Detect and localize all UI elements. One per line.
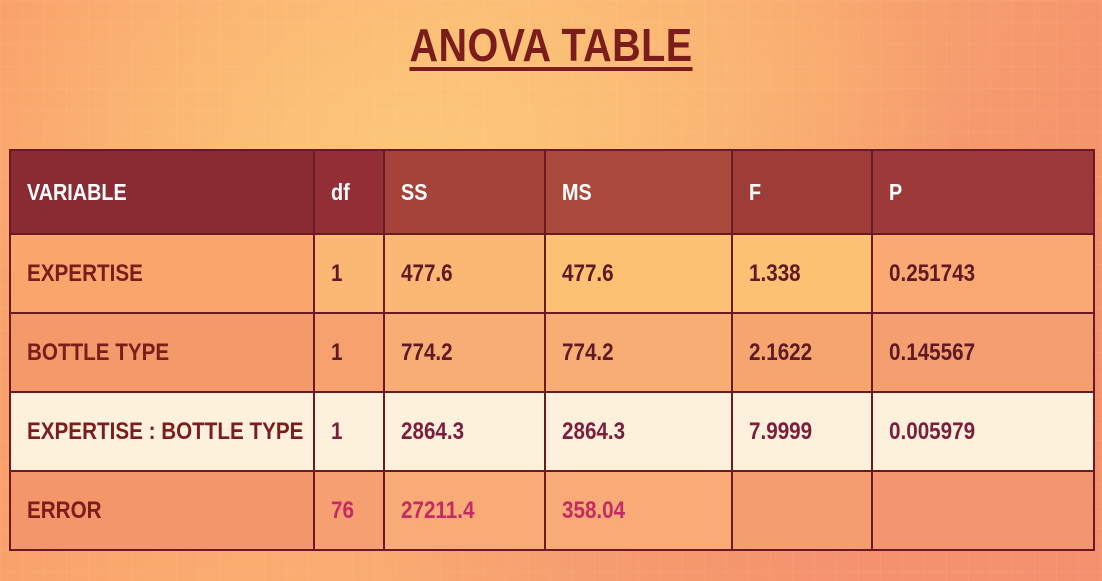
cell-f: 7.9999	[731, 391, 873, 472]
cell-df: 76	[313, 470, 385, 551]
cell-ms: 2864.3	[544, 391, 733, 472]
cell-f: 1.338	[731, 233, 873, 314]
cell-variable: BOTTLE TYPE	[9, 312, 315, 393]
cell-df: 1	[313, 312, 385, 393]
cell-variable: ERROR	[9, 470, 315, 551]
cell-ss: 774.2	[383, 312, 546, 393]
header-variable: VARIABLE	[9, 149, 315, 235]
header-row: VARIABLE df SS MS F P	[9, 149, 1095, 235]
table-row: ERROR 76 27211.4 358.04	[9, 470, 1095, 551]
header-ms: MS	[544, 149, 733, 235]
cell-f	[731, 470, 873, 551]
cell-ms: 477.6	[544, 233, 733, 314]
anova-table: VARIABLE df SS MS F P EXPERTISE 1 477.6 …	[9, 149, 1095, 551]
cell-ss: 477.6	[383, 233, 546, 314]
page-title-text: ANOVA TABLE	[409, 19, 693, 71]
page-title: ANOVA TABLE	[77, 18, 1025, 72]
cell-p: 0.145567	[871, 312, 1095, 393]
header-ss: SS	[383, 149, 546, 235]
cell-ms: 358.04	[544, 470, 733, 551]
cell-variable: EXPERTISE	[9, 233, 315, 314]
header-p: P	[871, 149, 1095, 235]
cell-ss: 2864.3	[383, 391, 546, 472]
cell-p: 0.251743	[871, 233, 1095, 314]
cell-df: 1	[313, 391, 385, 472]
cell-variable: EXPERTISE : BOTTLE TYPE	[9, 391, 315, 472]
cell-f: 2.1622	[731, 312, 873, 393]
cell-df: 1	[313, 233, 385, 314]
cell-p	[871, 470, 1095, 551]
cell-ss: 27211.4	[383, 470, 546, 551]
table-row: EXPERTISE 1 477.6 477.6 1.338 0.251743	[9, 233, 1095, 314]
cell-p: 0.005979	[871, 391, 1095, 472]
table-row-highlighted: EXPERTISE : BOTTLE TYPE 1 2864.3 2864.3 …	[9, 391, 1095, 472]
cell-ms: 774.2	[544, 312, 733, 393]
header-df: df	[313, 149, 385, 235]
header-f: F	[731, 149, 873, 235]
table-row: BOTTLE TYPE 1 774.2 774.2 2.1622 0.14556…	[9, 312, 1095, 393]
